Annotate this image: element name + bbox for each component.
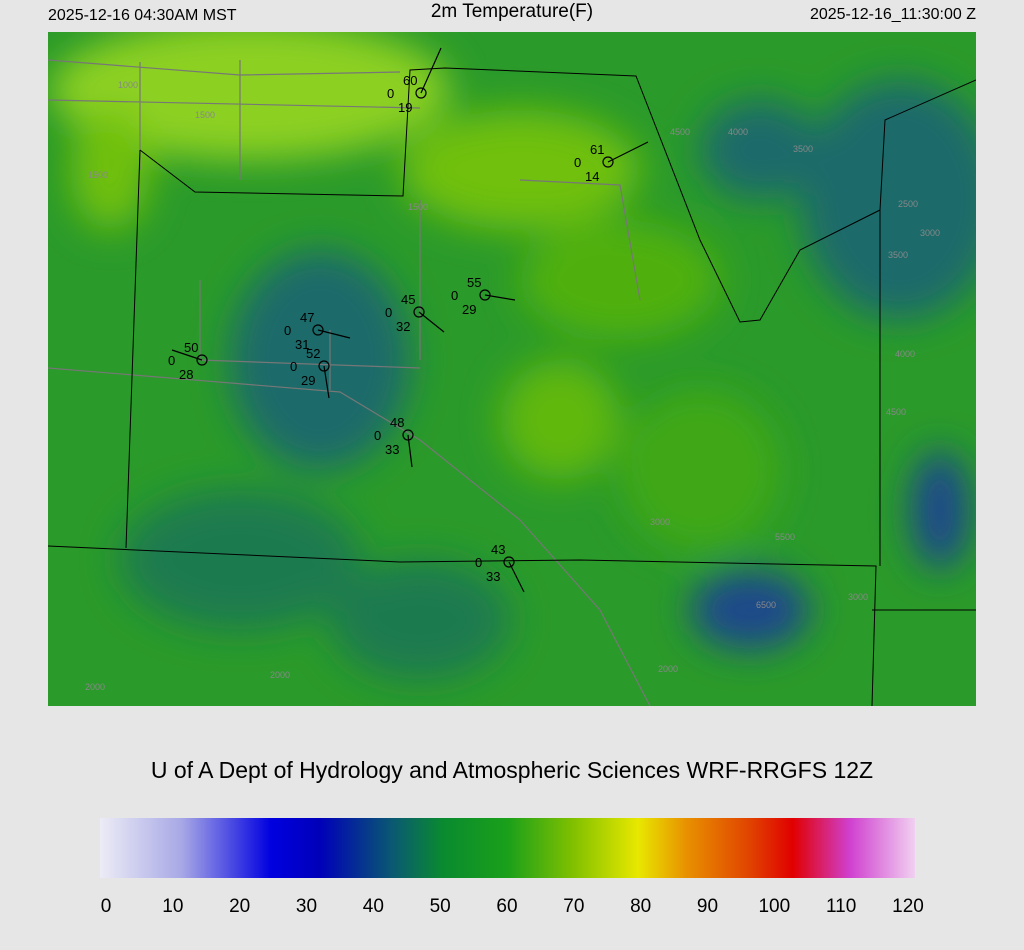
colorbar-tick-label: 100 [758,896,790,917]
station-mid: 0 [374,428,381,443]
colorbar-tick-label: 10 [162,896,183,917]
utc-time: 2025-12-16_11:30:00 Z [810,6,976,23]
contour-label: 3000 [650,517,670,527]
contour-label: 6500 [756,600,776,610]
contour-label: 1500 [88,170,108,180]
roads [48,59,651,706]
contour-label: 2000 [270,670,290,680]
colorbar-tick-label: 50 [430,896,451,917]
station-mid: 0 [284,323,291,338]
station-temp: 50 [184,340,198,355]
station-mid: 0 [451,288,458,303]
contour-label: 3500 [793,144,813,154]
station-dew: 14 [585,169,599,184]
station-mid: 0 [290,359,297,374]
station-mid: 0 [387,86,394,101]
station-temp: 52 [306,346,320,361]
station-mid: 0 [574,155,581,170]
station-dew: 28 [179,367,193,382]
station-dew: 29 [462,302,476,317]
credit: U of A Dept of Hydrology and Atmospheric… [151,757,873,783]
station-circle [415,87,427,99]
contour-label: 3500 [888,250,908,260]
station: 45 0 32 [385,292,445,334]
station-temp: 45 [401,292,415,307]
station-circle [196,354,208,366]
station: 52 0 29 [290,346,330,399]
station-temp: 47 [300,310,314,325]
temperature-field [50,32,976,680]
contour-label: 2000 [85,682,105,692]
station-dew: 31 [295,337,309,352]
station-circle [402,429,414,441]
contour-label: 4000 [895,349,915,359]
colorbar [100,818,915,878]
station-temp: 61 [590,142,604,157]
station: 60 0 19 [387,47,442,115]
colorbar-tick-label: 60 [496,896,517,917]
wind-barb [420,47,442,94]
colorbar-tick-label: 110 [826,896,856,917]
station-mid: 0 [168,353,175,368]
contour-label: 5500 [775,532,795,542]
station-dew: 33 [486,569,500,584]
local-time: 2025-12-16 04:30AM MST [48,7,237,24]
contour-label: 2000 [658,664,678,674]
station-circle [413,306,425,318]
station-temp: 48 [390,415,404,430]
colorbar-tick-label: 40 [363,896,384,917]
contour-label: 1500 [408,202,428,212]
contour-label: 4500 [670,127,690,137]
station: 43 0 33 [475,542,525,593]
station-circle [602,156,614,168]
station-temp: 55 [467,275,481,290]
station: 55 0 29 [451,275,516,317]
contour-label: 4500 [886,407,906,417]
station-circle [318,360,330,372]
contour-label: 4000 [728,127,748,137]
colorbar-tick-label: 90 [697,896,718,917]
contour-label: 1000 [118,80,138,90]
station: 50 0 28 [168,340,208,382]
station-dew: 19 [398,100,412,115]
station-circle [503,556,515,568]
station-dew: 32 [396,319,410,334]
station: 47 0 31 [284,310,351,352]
station-circle [312,324,324,336]
contour-label: 3000 [848,592,868,602]
station: 48 0 33 [374,415,414,468]
contour-label: 3000 [920,228,940,238]
station-dew: 33 [385,442,399,457]
title: 2m Temperature(F) [431,1,593,22]
wind-barb [607,141,649,163]
station: 61 0 14 [574,141,649,184]
colorbar-tick-label: 80 [630,896,651,917]
station-circle [479,289,491,301]
county-boundaries [48,67,976,706]
station-temp: 60 [403,73,417,88]
station-temp: 43 [491,542,505,557]
station-mid: 0 [475,555,482,570]
contour-label: 1500 [195,110,215,120]
colorbar-tick-label: 0 [101,896,112,917]
colorbar-tick-label: 20 [229,896,250,917]
station-dew: 29 [301,373,315,388]
contour-label: 2500 [898,199,918,209]
station-mid: 0 [385,305,392,320]
colorbar-tick-label: 30 [296,896,317,917]
colorbar-tick-label: 70 [563,896,584,917]
colorbar-tick-label: 120 [892,896,924,917]
